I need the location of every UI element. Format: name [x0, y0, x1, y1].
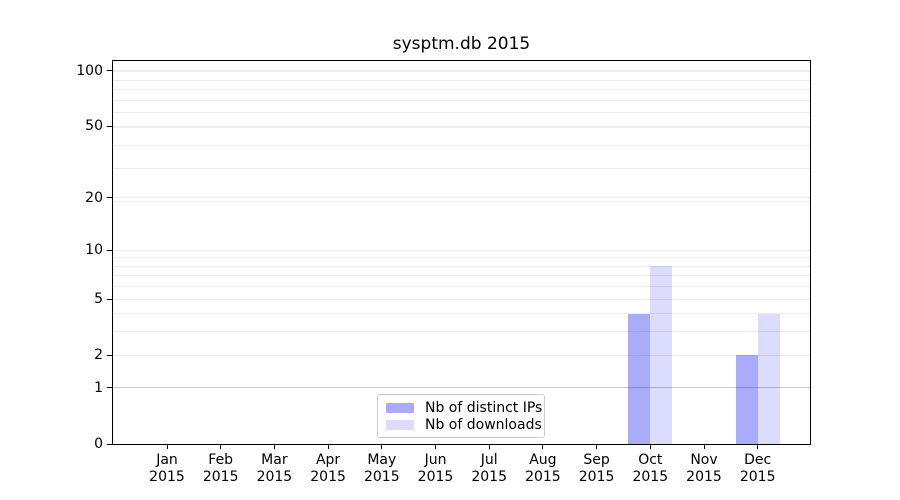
gridline-59 — [113, 112, 810, 114]
gridline-89 — [113, 79, 810, 81]
y-tick-20 — [107, 197, 112, 199]
gridline-50 — [113, 125, 810, 127]
x-tick-nov — [703, 444, 705, 449]
bar-distinct-ips-oct — [628, 313, 651, 444]
y-tick-100 — [107, 70, 112, 72]
y-tick-label-2: 2 — [94, 347, 103, 364]
legend-entry-downloads: Nb of downloads — [386, 416, 542, 433]
gridline-7 — [113, 275, 810, 277]
legend-swatch-distinct-ips — [386, 402, 414, 413]
x-tick-oct — [649, 444, 651, 449]
y-tick-10 — [107, 249, 112, 251]
legend-entry-distinct-ips: Nb of distinct IPs — [386, 399, 542, 416]
gridline-69 — [113, 99, 810, 101]
y-tick-label-5: 5 — [94, 291, 103, 308]
y-tick-label-0: 0 — [94, 436, 103, 452]
x-tick-dec — [757, 444, 759, 449]
x-tick-apr — [327, 444, 329, 449]
legend-swatch-downloads — [386, 419, 414, 430]
gridline-49 — [113, 127, 810, 129]
gridline-8 — [113, 265, 810, 267]
gridline-9 — [113, 257, 810, 259]
bar-downloads-oct — [650, 266, 673, 444]
y-tick-50 — [107, 125, 112, 127]
y-tick-label-10: 10 — [85, 242, 103, 259]
y-tick-label-50: 50 — [85, 118, 103, 135]
y-tick-1 — [107, 387, 112, 389]
chart-title: sysptm.db 2015 — [392, 34, 531, 54]
gridline-5 — [113, 298, 810, 300]
x-tick-label-aug: Aug 2015 — [525, 452, 561, 485]
plot-area — [112, 60, 811, 445]
x-tick-label-dec: Dec 2015 — [739, 452, 776, 485]
x-tick-jul — [488, 444, 490, 449]
gridline-79 — [113, 89, 810, 91]
x-tick-label-oct: Oct 2015 — [632, 452, 669, 485]
gridline-4 — [113, 313, 810, 315]
gridline-3 — [113, 331, 810, 333]
bar-downloads-dec — [757, 313, 780, 444]
gridline-6 — [113, 286, 810, 288]
x-tick-jan — [166, 444, 168, 449]
x-tick-mar — [273, 444, 275, 449]
x-tick-label-jul: Jul 2015 — [471, 452, 507, 485]
x-tick-may — [381, 444, 383, 449]
y-tick-5 — [107, 298, 112, 300]
x-tick-label-sep: Sep 2015 — [578, 452, 615, 485]
gridline-99 — [113, 71, 810, 73]
gridline-20 — [113, 197, 810, 199]
y-tick-label-20: 20 — [85, 189, 103, 206]
y-tick-label-1: 1 — [94, 379, 103, 396]
x-tick-label-jan: Jan 2015 — [149, 452, 185, 485]
y-tick-0 — [107, 443, 112, 445]
x-tick-label-mar: Mar 2015 — [256, 452, 293, 485]
gridline-29 — [113, 168, 810, 170]
x-tick-label-jun: Jun 2015 — [417, 452, 454, 485]
gridline-39 — [113, 145, 810, 147]
y-tick-2 — [107, 354, 112, 356]
x-tick-label-apr: Apr 2015 — [310, 452, 346, 485]
x-tick-feb — [220, 444, 222, 449]
bar-distinct-ips-dec — [735, 355, 758, 444]
legend: Nb of distinct IPs Nb of downloads — [377, 394, 545, 438]
gridline-emphasized-1 — [113, 387, 810, 389]
x-tick-sep — [596, 444, 598, 449]
gridline-19 — [113, 201, 810, 203]
gridline-10 — [113, 249, 810, 251]
legend-label-downloads: Nb of downloads — [425, 416, 542, 433]
x-tick-label-may: May 2015 — [363, 452, 400, 485]
x-tick-jun — [435, 444, 436, 449]
x-tick-label-nov: Nov 2015 — [686, 452, 722, 485]
x-tick-label-feb: Feb 2015 — [202, 452, 239, 485]
gridline-100 — [113, 70, 810, 72]
legend-label-distinct-ips: Nb of distinct IPs — [425, 399, 543, 416]
gridline-2 — [113, 354, 810, 356]
x-tick-aug — [542, 444, 544, 449]
y-tick-label-100: 100 — [76, 62, 103, 79]
